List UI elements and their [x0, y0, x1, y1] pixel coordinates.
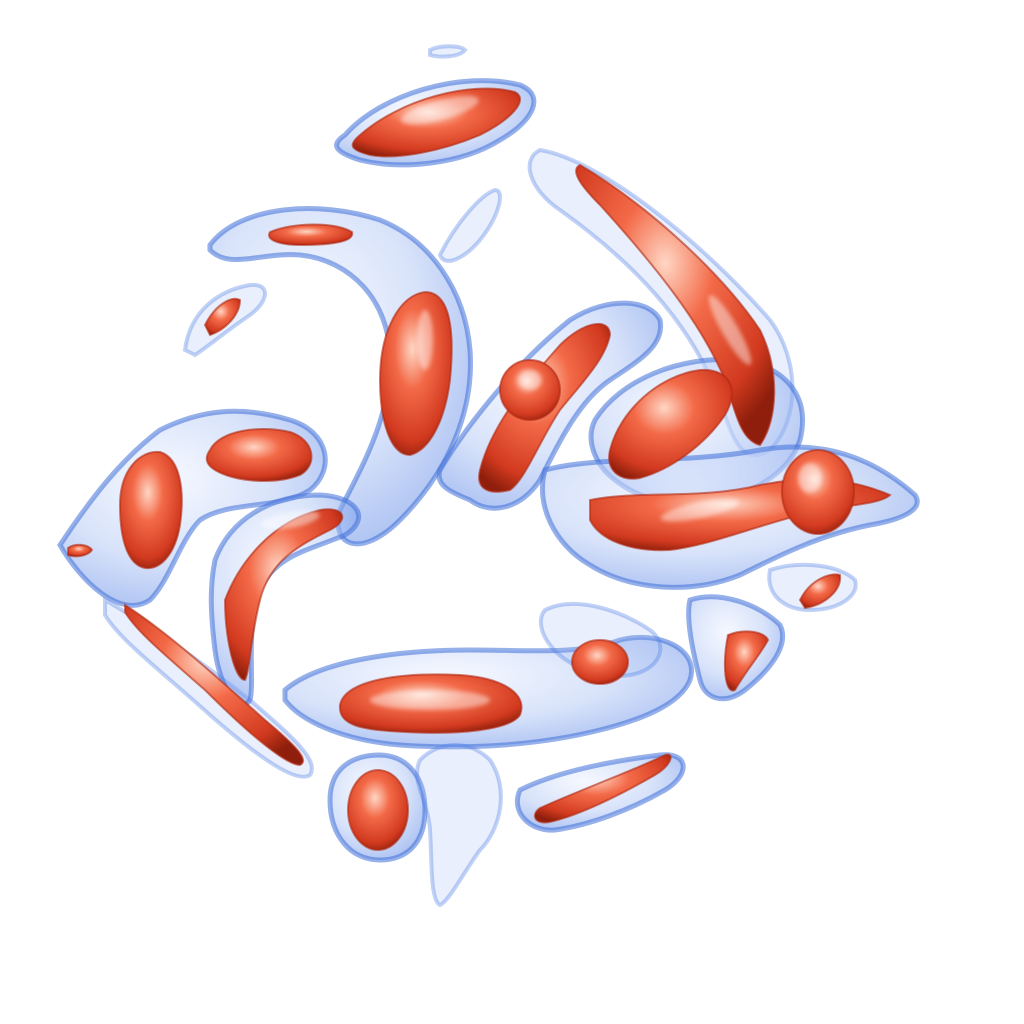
vortex-core	[118, 450, 183, 570]
vortex-core	[351, 87, 522, 158]
vortex-tube-shell	[437, 187, 502, 263]
vortex-core	[67, 543, 94, 558]
vortex-core	[124, 603, 305, 767]
inner-isosurface-layer	[67, 87, 892, 851]
vortex-tube-shell	[207, 206, 473, 547]
vortex-core	[571, 639, 629, 685]
vortex-core	[268, 223, 354, 247]
vortex-core	[205, 428, 313, 483]
vortex-core	[798, 573, 842, 610]
vortex-core	[608, 368, 733, 480]
vortex-core	[533, 753, 672, 824]
vortex-tube-shell	[415, 743, 503, 908]
vortex-tube-shell	[428, 44, 468, 59]
vortex-core	[723, 630, 770, 692]
vortex-core	[781, 449, 855, 535]
vortex-core	[347, 769, 409, 851]
specular-highlights	[260, 95, 822, 710]
vortex-core	[378, 290, 453, 457]
vortex-core	[203, 297, 242, 337]
